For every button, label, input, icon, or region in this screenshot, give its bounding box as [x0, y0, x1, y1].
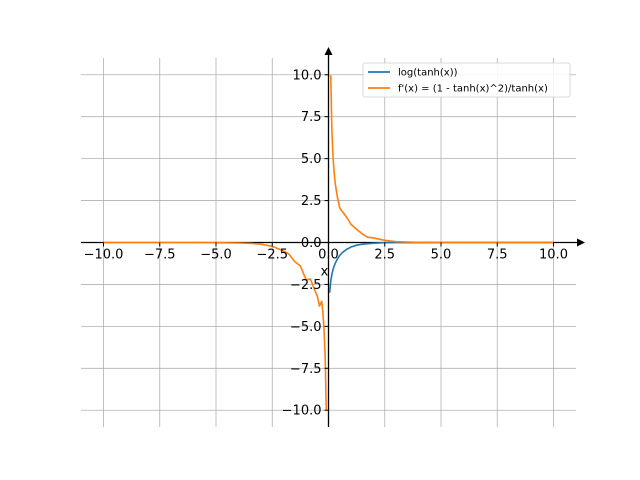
y-tick-label: −7.5 [290, 362, 322, 377]
x-tick-label: −7.5 [144, 248, 176, 263]
legend-label-1: log(tanh(x)) [398, 68, 458, 79]
legend-label-2: f'(x) = (1 - tanh(x)^2)/tanh(x) [398, 84, 548, 95]
y-tick-label: −5.0 [290, 320, 322, 335]
x-axis-label: x [321, 265, 329, 280]
x-tick-label: 7.5 [487, 248, 508, 263]
y-tick-label: −2.5 [290, 278, 322, 293]
tick-labels-layer: −10.0 −7.5 −5.0 −2.5 0.0 2.5 5.0 7.5 10.0 −10.0 −7… [84, 68, 568, 418]
y-tick-label: 7.5 [301, 110, 322, 125]
y-tick-label: 10.0 [293, 68, 322, 83]
axes-layer [81, 47, 585, 427]
y-tick-label: 2.5 [301, 194, 322, 209]
x-tick-label: 2.5 [374, 248, 395, 263]
series-layer [103, 75, 554, 410]
y-axis-arrow [324, 47, 333, 55]
x-tick-label: −10.0 [84, 248, 124, 263]
x-tick-label: 10.0 [539, 248, 568, 263]
y-tick-label: 0.0 [301, 236, 322, 251]
x-tick-label: −5.0 [200, 248, 232, 263]
legend-box [362, 62, 571, 98]
x-tick-label: 5.0 [431, 248, 452, 263]
x-tick-label: 0.0 [318, 248, 339, 263]
x-axis-arrow [577, 238, 585, 247]
y-tick-label: 5.0 [301, 152, 322, 167]
y-tick-label: −10.0 [282, 404, 322, 419]
series-line-2 [103, 75, 554, 410]
legend: log(tanh(x)) f'(x) = (1 - tanh(x)^2)/tanh… [362, 62, 571, 98]
x-tick-label: −2.5 [256, 248, 288, 263]
